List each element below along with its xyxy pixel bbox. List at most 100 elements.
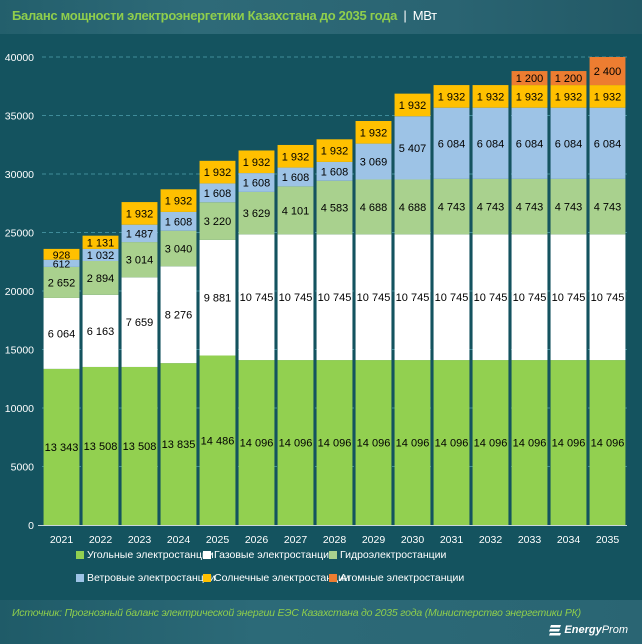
bar-segment xyxy=(550,360,587,525)
bar-segment xyxy=(394,93,431,117)
logo-text-light: Prom xyxy=(601,624,628,636)
data-label: 6 084 xyxy=(516,138,544,150)
bar-segment xyxy=(511,107,548,179)
bar-segment xyxy=(121,224,158,243)
data-label: 14 096 xyxy=(591,438,625,450)
bar-segment xyxy=(550,178,587,235)
legend-label: Ветровые электростанции xyxy=(87,572,216,584)
data-label: 14 096 xyxy=(435,438,469,450)
data-label: 10 745 xyxy=(435,292,469,304)
data-label: 3 220 xyxy=(204,216,232,228)
x-tick-label: 2034 xyxy=(557,534,581,546)
data-label: 13 508 xyxy=(123,441,157,453)
data-label: 10 745 xyxy=(513,292,547,304)
bar-segment xyxy=(238,150,275,174)
legend-swatch xyxy=(76,551,84,559)
bar-segment xyxy=(160,363,197,525)
x-tick-label: 2023 xyxy=(128,534,152,546)
bar-segment xyxy=(355,120,392,144)
legend-swatch xyxy=(329,574,337,582)
data-label: 1 932 xyxy=(399,100,427,112)
bar-segment xyxy=(472,85,509,108)
legend-item: Солнечные электростанции xyxy=(203,572,350,584)
data-label: 14 096 xyxy=(240,438,274,450)
data-label: 1 608 xyxy=(321,166,349,178)
data-label: 14 096 xyxy=(513,438,547,450)
legend-item: Атомные электростанции xyxy=(329,572,464,584)
bar-segment xyxy=(238,234,275,361)
x-tick-label: 2029 xyxy=(362,534,386,546)
data-label: 10 745 xyxy=(474,292,508,304)
bar-segment xyxy=(472,178,509,235)
bar-segment xyxy=(277,186,314,235)
bar-segment xyxy=(82,294,119,367)
bar-segment xyxy=(277,360,314,525)
y-tick-label: 15000 xyxy=(5,345,34,357)
bar-segment xyxy=(355,179,392,235)
bar-segment xyxy=(277,234,314,361)
bar-segment xyxy=(589,360,626,525)
bar-segment xyxy=(160,266,197,364)
data-label: 13 343 xyxy=(45,442,79,454)
data-label: 10 745 xyxy=(318,292,352,304)
bar-segment xyxy=(316,180,353,235)
bar-segment xyxy=(199,355,236,525)
bar-segment xyxy=(121,202,158,225)
data-label: 6 084 xyxy=(594,138,622,150)
data-label: 1 932 xyxy=(126,208,154,220)
bar-segment xyxy=(121,277,158,367)
bar-segment xyxy=(589,178,626,235)
data-label: 1 032 xyxy=(87,250,115,262)
bar-segment xyxy=(433,107,470,179)
bar-segment xyxy=(433,178,470,235)
data-label: 14 486 xyxy=(201,435,235,447)
bar-segment xyxy=(433,360,470,525)
bar-segment xyxy=(355,360,392,525)
data-label: 14 096 xyxy=(474,438,508,450)
y-tick-label: 40000 xyxy=(5,52,34,64)
bar-segment xyxy=(160,189,197,212)
bar-segment xyxy=(121,242,158,278)
source-note: Источник: Прогнозный баланс электрическо… xyxy=(12,607,581,619)
y-tick-label: 5000 xyxy=(11,462,35,474)
x-tick-label: 2027 xyxy=(284,534,308,546)
data-label: 1 200 xyxy=(516,73,544,85)
x-tick-label: 2033 xyxy=(518,534,542,546)
bar-segment xyxy=(472,234,509,361)
energyprom-logo: Energy Prom xyxy=(549,624,628,636)
bar-segment xyxy=(589,234,626,361)
data-label: 2 400 xyxy=(594,66,622,78)
data-label: 14 096 xyxy=(357,438,391,450)
bar-segment xyxy=(550,234,587,361)
header-bar: Баланс мощности электроэнергетики Казахс… xyxy=(0,0,642,34)
bar-segment xyxy=(82,260,119,295)
data-label: 3 629 xyxy=(243,208,271,220)
data-label: 6 163 xyxy=(87,326,115,338)
legend-swatch xyxy=(76,574,84,582)
data-label: 6 084 xyxy=(477,138,505,150)
x-tick-label: 2022 xyxy=(89,534,113,546)
data-label: 1 932 xyxy=(204,167,232,179)
logo-text-bold: Energy xyxy=(564,624,602,636)
data-label: 10 745 xyxy=(591,292,625,304)
bar-segment xyxy=(316,139,353,162)
data-label: 13 508 xyxy=(84,441,118,453)
data-label: 612 xyxy=(53,258,71,270)
bar-segment xyxy=(82,248,119,261)
bar-segment xyxy=(550,71,587,86)
legend-label: Солнечные электростанции xyxy=(214,572,350,584)
data-label: 5 407 xyxy=(399,143,427,155)
legend-swatch xyxy=(329,551,337,559)
data-label: 1 932 xyxy=(282,151,310,163)
bar-segment xyxy=(43,248,80,260)
data-label: 4 743 xyxy=(555,202,583,214)
y-tick-label: 30000 xyxy=(5,169,34,181)
x-tick-label: 2026 xyxy=(245,534,269,546)
data-label: 3 014 xyxy=(126,255,154,267)
bar-segment xyxy=(550,107,587,179)
x-tick-label: 2025 xyxy=(206,534,230,546)
y-tick-label: 20000 xyxy=(5,286,34,298)
data-label: 14 096 xyxy=(396,438,430,450)
bar-segment xyxy=(160,211,197,231)
bar-segment xyxy=(43,297,80,369)
